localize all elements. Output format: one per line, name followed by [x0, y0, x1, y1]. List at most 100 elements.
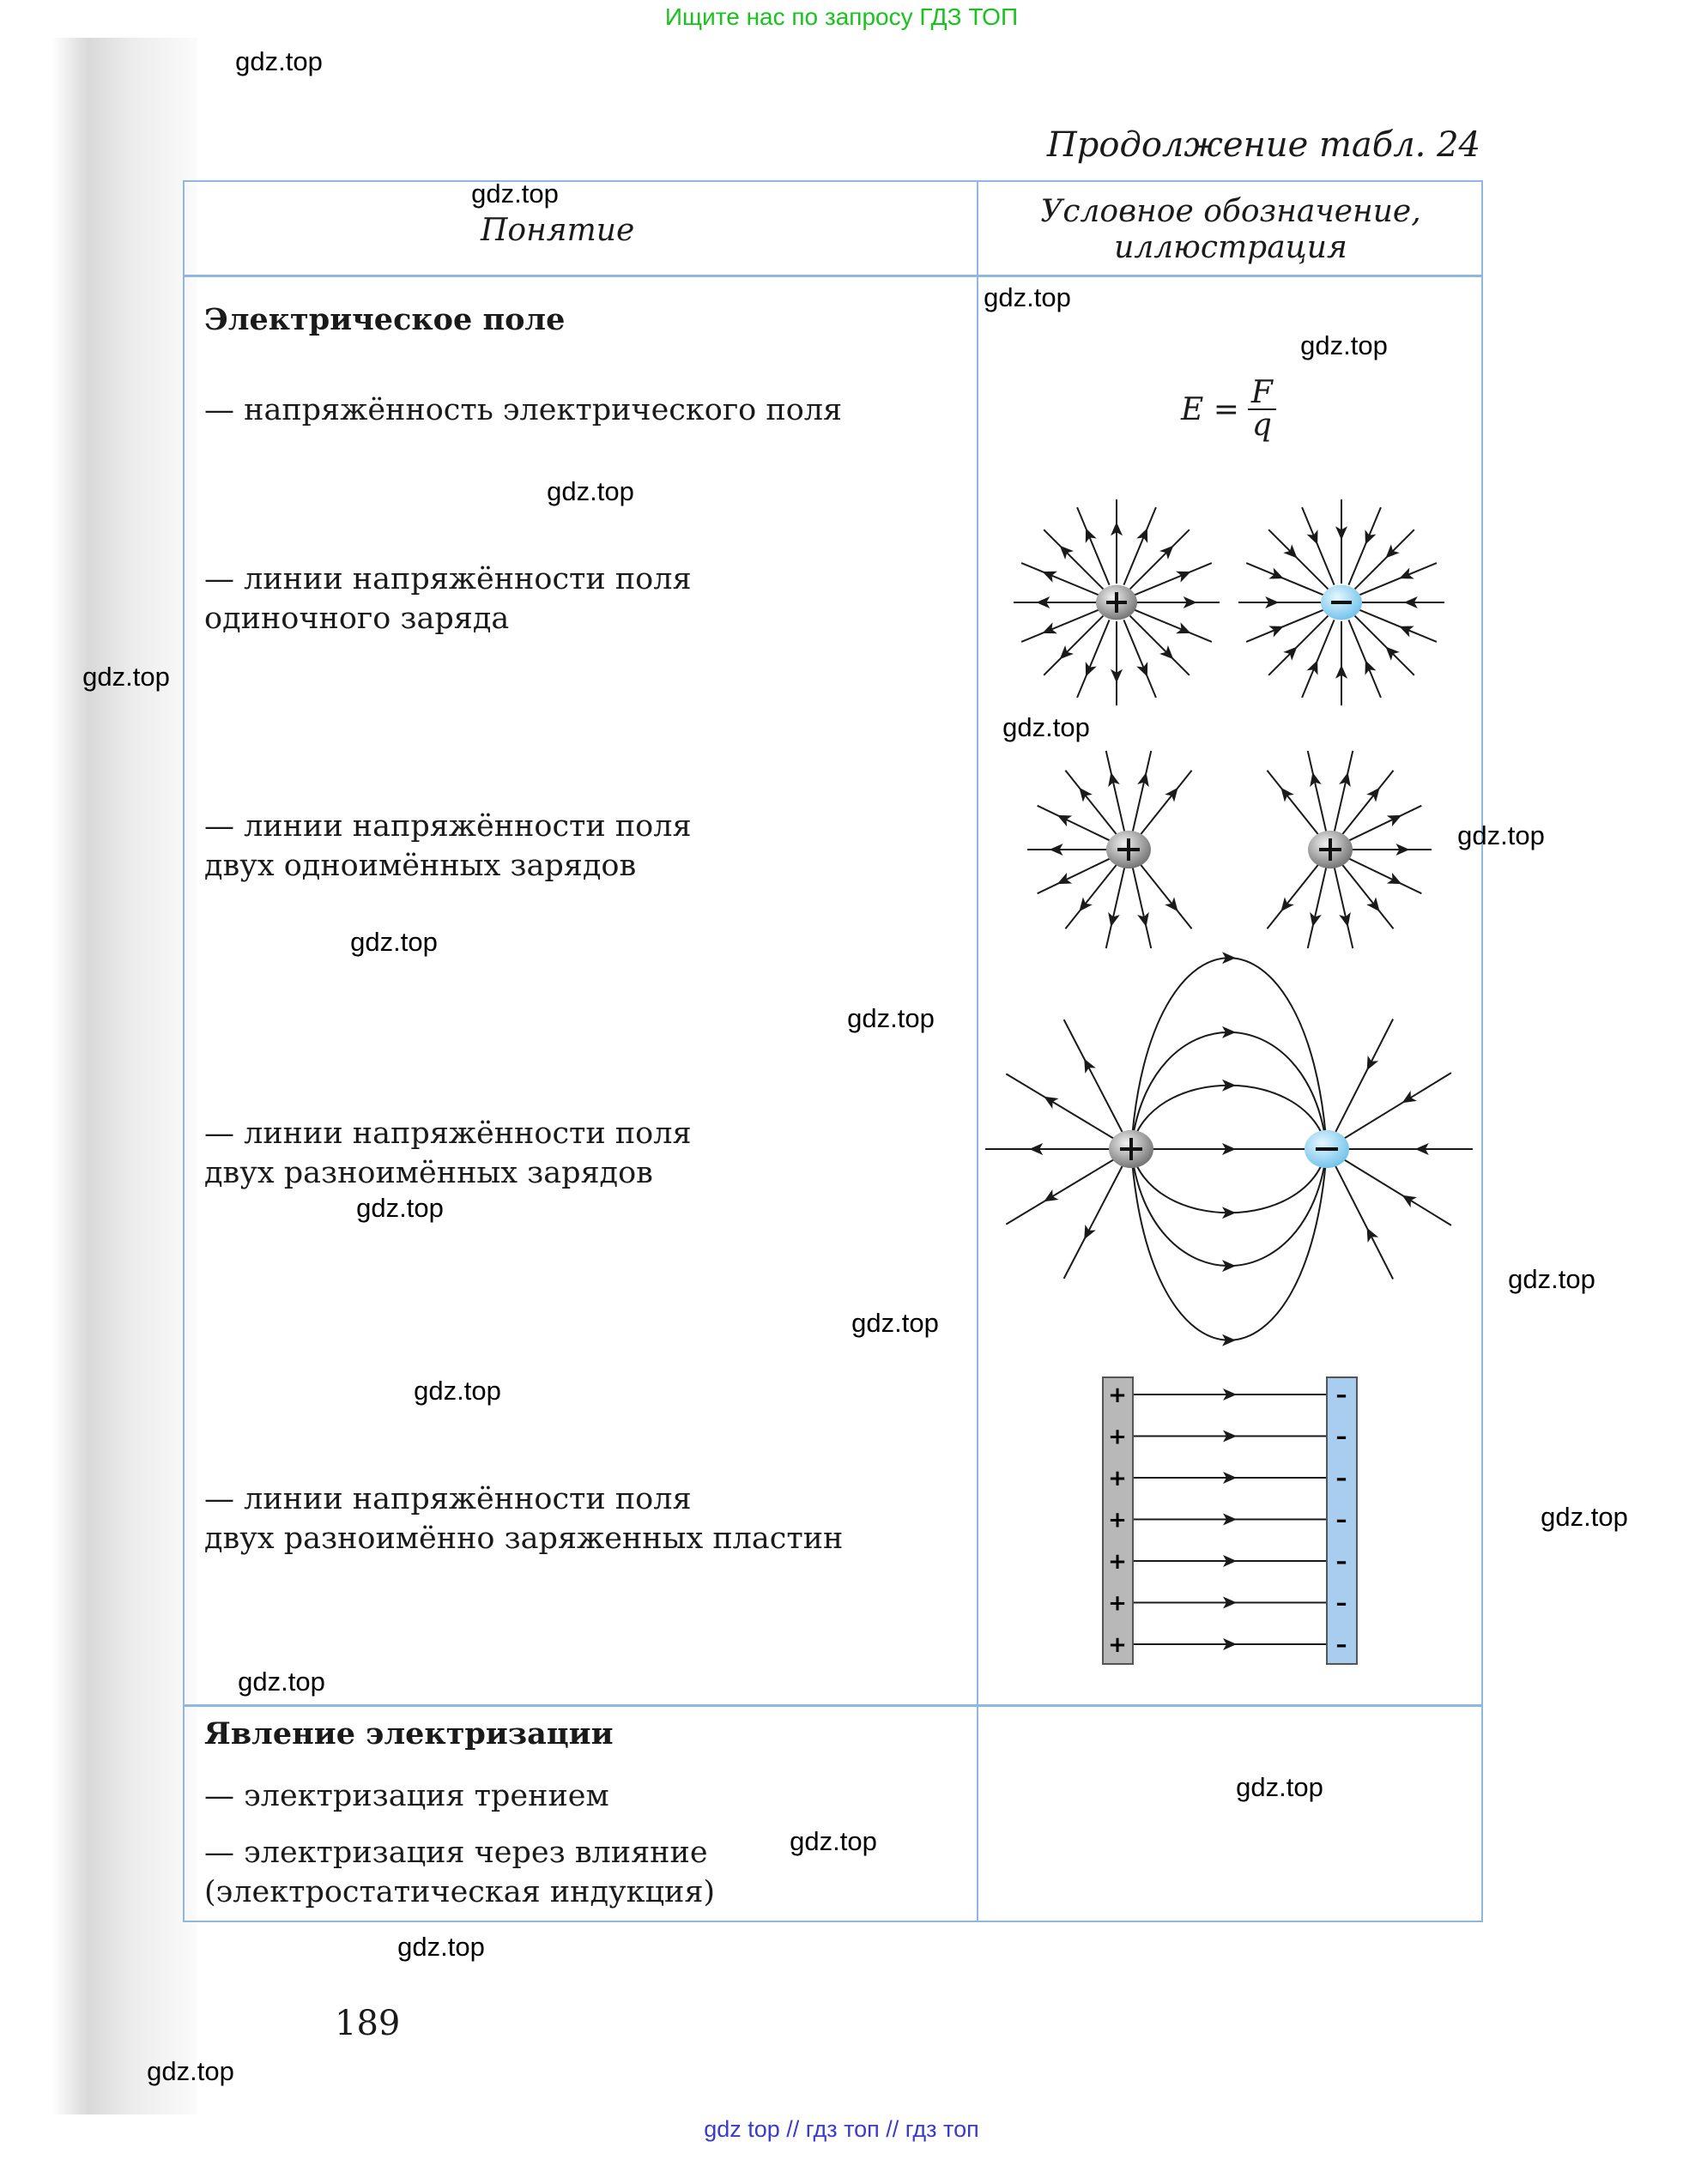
watermark: gdz.top: [1236, 1772, 1323, 1802]
minus-sign: –: [1336, 1591, 1347, 1617]
row-induction: — электризация через влияние (электростат…: [204, 1833, 715, 1912]
field-line: [1268, 614, 1329, 676]
minus-sign: –: [1336, 1425, 1347, 1450]
field-line: [1266, 770, 1320, 836]
text-line: двух разноимённо заряженных пластин: [204, 1522, 844, 1556]
plus-sign: +: [1108, 1466, 1127, 1491]
field-line: [1133, 608, 1213, 643]
row-like-charges: — линии напряжённости поля двух одноимённ…: [204, 807, 692, 886]
arrowhead: [1136, 528, 1148, 543]
field-line: [1064, 770, 1118, 836]
plus-sign: +: [1108, 1382, 1127, 1408]
field-line: [1005, 1158, 1116, 1225]
field-line: [1139, 770, 1193, 836]
text-line: двух разноимённых зарядов: [204, 1156, 653, 1190]
arrowhead: [1310, 771, 1322, 788]
text-line: (электростатическая индукция): [204, 1875, 716, 1909]
watermark: gdz.top: [414, 1376, 501, 1406]
arrowhead: [1222, 1207, 1236, 1219]
arrowhead: [1401, 1195, 1417, 1208]
plus-sign: +: [1108, 1632, 1127, 1658]
top-banner[interactable]: Ищите нас по запросу ГДЗ ТОП: [664, 3, 1019, 30]
arrowhead: [1137, 911, 1149, 928]
minus-sign: –: [1336, 1632, 1347, 1658]
watermark: gdz.top: [1002, 712, 1090, 742]
field-line: [1358, 562, 1438, 596]
field-line: [1341, 863, 1395, 929]
field-line: [1301, 506, 1335, 586]
arrowhead: [1079, 897, 1093, 912]
field-line: [1347, 856, 1422, 895]
arrowhead: [1280, 787, 1294, 802]
watermark: gdz.top: [1508, 1264, 1595, 1294]
header-concept: Понятие: [481, 213, 635, 248]
field-line: [1129, 614, 1190, 676]
arrowhead: [1222, 1143, 1236, 1155]
row-plates: — линии напряжённости поля двух разноимён…: [204, 1479, 843, 1558]
watermark: gdz.top: [1300, 330, 1388, 360]
field-line: [1335, 1019, 1395, 1133]
text-line: — линии напряжённости поля: [204, 1116, 692, 1151]
arrowhead: [1079, 787, 1093, 802]
minus-sign: –: [1336, 1508, 1347, 1534]
page-number: 189: [335, 2004, 401, 2043]
field-line: [1062, 1019, 1123, 1133]
field-line: [1105, 868, 1126, 949]
field-line: [1358, 608, 1438, 643]
arrowhead: [1365, 660, 1377, 675]
arrowhead: [1085, 528, 1097, 543]
field-line: [1333, 750, 1354, 832]
arrowhead: [1283, 544, 1298, 559]
row-single-charge: — линии напряжённости поля одиночного зар…: [204, 560, 692, 638]
field-line: [1306, 750, 1328, 832]
text-line: — линии напряжённости поля: [204, 1482, 692, 1516]
arrowhead: [1165, 787, 1178, 802]
field-line: [1306, 868, 1328, 949]
field-line: [1005, 1073, 1116, 1140]
watermark: gdz.top: [547, 476, 634, 506]
field-line: [1130, 1084, 1328, 1150]
arrowhead: [1366, 897, 1380, 912]
field-line: [1105, 750, 1126, 832]
arrowhead: [1085, 662, 1097, 677]
arrowhead: [1310, 911, 1322, 928]
field-line: [1130, 1148, 1328, 1341]
arrowhead: [1056, 814, 1073, 827]
arrowhead: [1268, 626, 1284, 638]
arrowhead: [1265, 596, 1280, 608]
field-line: [1123, 619, 1157, 699]
field-line: [1076, 506, 1111, 586]
plus-sign: +: [1108, 1549, 1127, 1575]
field-line: [1245, 562, 1325, 596]
header-symbol: Условное обозначение, иллюстрация: [978, 194, 1483, 266]
field-line: [1130, 1031, 1328, 1150]
field-line: [1347, 804, 1422, 843]
arrowhead: [1059, 644, 1075, 660]
arrowhead: [1042, 622, 1057, 634]
arrowhead: [1222, 1260, 1236, 1273]
field-line: [1268, 529, 1329, 590]
watermark: gdz.top: [471, 178, 559, 209]
arrowhead: [1059, 545, 1075, 560]
field-line: [1333, 868, 1354, 949]
footer-links[interactable]: gdz top // гдз топ // гдз топ: [704, 2116, 979, 2142]
arrowhead: [1222, 952, 1236, 965]
watermark: gdz.top: [350, 927, 438, 957]
field-line: [1043, 614, 1105, 676]
formula-lhs: E =: [1181, 391, 1239, 427]
table-caption: Продолжение табл. 24: [1046, 125, 1480, 165]
arrowhead: [1268, 567, 1284, 579]
arrowhead: [1223, 1388, 1237, 1401]
field-line: [1131, 750, 1153, 832]
field-line: [1037, 856, 1112, 895]
field-line: [1335, 1165, 1395, 1280]
arrowhead: [1159, 644, 1174, 660]
arrowhead: [1395, 844, 1410, 856]
arrowhead: [1339, 771, 1351, 788]
arrowhead: [1366, 1227, 1379, 1243]
arrowhead: [1335, 664, 1347, 679]
arrowhead: [1183, 596, 1197, 608]
arrowhead: [1223, 1638, 1237, 1650]
arrowhead: [1223, 1513, 1237, 1526]
arrowhead: [1339, 911, 1351, 928]
